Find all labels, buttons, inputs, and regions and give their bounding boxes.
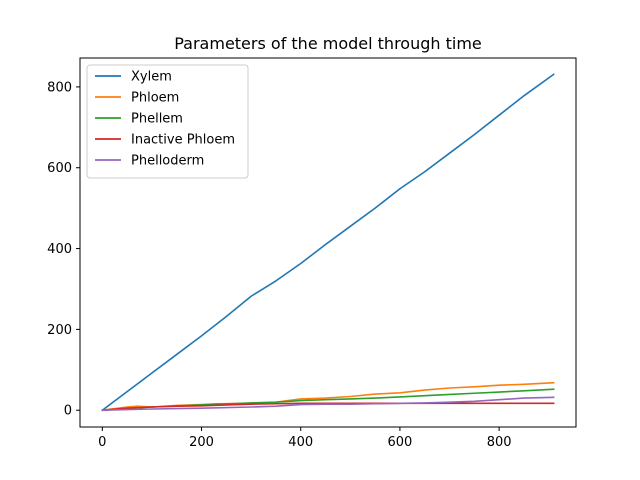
plot-frame: [79, 57, 577, 428]
x-tick-label: 0: [98, 435, 106, 450]
legend-label: Xylem: [131, 70, 172, 85]
series-layer: [101, 73, 555, 412]
legend: Xylem Phloem Phellem Inactive Phloem Phellod…: [86, 64, 249, 179]
y-tick-label: 400: [47, 242, 72, 257]
legend-label: Phellem: [131, 112, 183, 127]
x-tick-label: 600: [388, 435, 413, 450]
x-tick-label: 200: [189, 435, 214, 450]
legend-label: Phloem: [131, 91, 179, 106]
legend-box: [86, 64, 249, 179]
series-line-phellem: [101, 388, 555, 412]
x-tick-label: 400: [288, 435, 313, 450]
y-tick-label: 200: [47, 323, 72, 338]
y-tick-label: 0: [64, 404, 72, 419]
y-tick-label: 600: [47, 161, 72, 176]
chart-title: Parameters of the model through time: [174, 34, 482, 53]
legend-label: Inactive Phloem: [131, 133, 235, 148]
axis-layer: 0 200 400 600 800 0 200 400 600 800: [47, 80, 511, 450]
series-line-xylem: [101, 73, 555, 412]
x-tick-label: 800: [487, 435, 512, 450]
legend-label: Phelloderm: [131, 154, 204, 169]
y-tick-label: 800: [47, 80, 72, 95]
series-line-phelloderm: [101, 396, 555, 412]
